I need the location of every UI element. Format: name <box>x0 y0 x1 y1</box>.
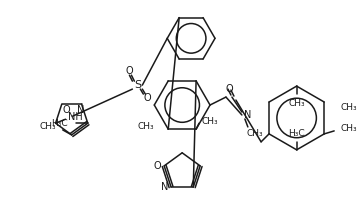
Text: O: O <box>126 66 133 76</box>
Text: S: S <box>134 80 141 90</box>
Text: CH₃: CH₃ <box>288 99 305 108</box>
Text: CH₃: CH₃ <box>340 124 357 133</box>
Text: CH₃: CH₃ <box>39 122 56 131</box>
Text: H₃C: H₃C <box>288 129 305 138</box>
Text: CH₃: CH₃ <box>138 122 154 131</box>
Text: N: N <box>161 182 168 192</box>
Text: O: O <box>154 161 161 171</box>
Text: NH: NH <box>68 112 82 122</box>
Text: H₃C: H₃C <box>51 119 68 128</box>
Text: CH₃: CH₃ <box>201 117 218 126</box>
Text: N: N <box>77 105 84 115</box>
Text: CH₃: CH₃ <box>247 129 264 138</box>
Text: O: O <box>63 105 70 115</box>
Text: O: O <box>144 93 151 103</box>
Text: N: N <box>244 110 251 120</box>
Text: O: O <box>225 84 233 94</box>
Text: CH₃: CH₃ <box>340 103 357 111</box>
